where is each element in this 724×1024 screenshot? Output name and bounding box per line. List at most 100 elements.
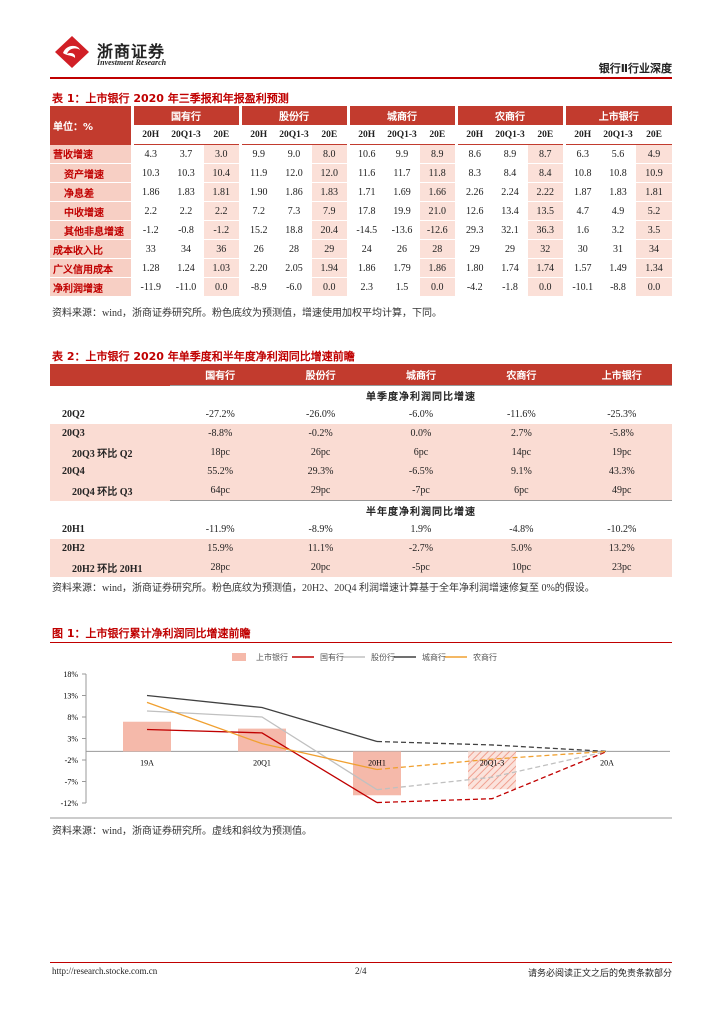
cell: 3.5: [636, 220, 673, 240]
cell: 10.6: [346, 144, 384, 164]
footer-rule: [50, 962, 672, 963]
cell: 10.3: [168, 163, 204, 183]
cell: -5pc: [370, 558, 472, 577]
cell: -27.2%: [205, 409, 235, 420]
line: [376, 750, 608, 804]
cell: -4.8%: [509, 524, 534, 535]
cell: 26: [238, 239, 276, 259]
cell: 7.2: [238, 201, 276, 221]
cell: -4.2: [454, 277, 492, 297]
cell: 29: [312, 239, 348, 259]
cell: 1.49: [600, 258, 636, 278]
cell: 15.9%: [170, 539, 271, 558]
y-tick-label: 8%: [67, 713, 78, 722]
cell: 2.2: [204, 201, 240, 221]
cell: 19pc: [571, 443, 672, 462]
cell: -2.7%: [370, 539, 472, 558]
header-cell: [50, 364, 170, 386]
section-heading: 半年度净利润同比增速: [170, 500, 672, 520]
figure-title: 图 1：上市银行累计净利润同比增速前瞻: [52, 627, 251, 640]
table-row: 净息差 1.86 1.83 1.81 1.90 1.86 1.83 1.71 1.69 1.66 2…: [50, 182, 673, 202]
cell: 10.8: [562, 163, 600, 183]
cell: 10.3: [130, 163, 168, 183]
cell: 1.74: [528, 258, 564, 278]
cell: 4.9: [636, 144, 673, 164]
table-row: 中收增速 2.2 2.2 2.2 7.2 7.3 7.9 17.8 19.9 21.0 12.6 13…: [50, 201, 673, 221]
logo-en: Investment Research: [97, 58, 167, 67]
cell: -11.0: [168, 277, 204, 297]
cell: 0.0: [312, 277, 348, 297]
footer-url: http://research.stocke.com.cn: [52, 966, 158, 976]
row-label: 中收增速: [50, 201, 132, 221]
y-tick-label: -7%: [65, 778, 79, 787]
cell: 28: [420, 239, 456, 259]
sub-header: 20E: [312, 125, 348, 145]
page-number: 2/4: [355, 966, 367, 976]
header-row: 20H 20Q1-3 20E 20H 20Q1-3 20E 20H 20Q1-3 20E 20H 2…: [50, 125, 673, 145]
cell: 36.3: [528, 220, 564, 240]
cell: 0.0: [636, 277, 673, 297]
cell: 1.5: [384, 277, 420, 297]
cell: 8.9: [420, 144, 456, 164]
sub-header: 20Q1-3: [600, 125, 636, 145]
sub-header: 20E: [420, 125, 456, 145]
cell: 1.71: [346, 182, 384, 202]
column-header: 城商行: [370, 364, 472, 386]
cell: 18.8: [276, 220, 312, 240]
legend-label: 农商行: [473, 652, 497, 662]
cell: 43.3%: [571, 462, 672, 481]
cell: 2.22: [528, 182, 564, 202]
line: [146, 694, 378, 743]
table-row: 20H1 -11.9% -8.9% 1.9% -4.8% -10.2%: [50, 520, 672, 539]
x-tick-label: 20A: [600, 758, 614, 767]
cell: 30: [562, 239, 600, 259]
logo-shape: [55, 36, 89, 68]
cell: 4.3: [130, 144, 168, 164]
cell: 8.9: [492, 144, 528, 164]
cell: -11.6%: [506, 409, 536, 420]
table-row: 20Q3 环比 Q2 18pc 26pc 6pc 14pc 19pc: [50, 443, 672, 462]
cell: 0.0: [420, 277, 456, 297]
cell: 29.3%: [270, 462, 371, 481]
cell: 1.87: [562, 182, 600, 202]
cell: -11.9%: [205, 524, 235, 535]
line: [146, 701, 378, 771]
cell: 9.9: [238, 144, 276, 164]
cell: 7.9: [312, 201, 348, 221]
cell: 10.9: [636, 163, 673, 183]
cell: 10pc: [471, 558, 572, 577]
row-label: 净利润增速: [50, 277, 132, 297]
row-label: 资产增速: [50, 163, 132, 183]
cell: 1.81: [636, 182, 673, 202]
cell: 1.86: [130, 182, 168, 202]
table-row: 20Q3 -8.8% -0.2% 0.0% 2.7% -5.8%: [50, 424, 672, 443]
sub-header: 20E: [636, 125, 673, 145]
cell: 19.9: [384, 201, 420, 221]
row-label: 其他非息增速: [50, 220, 132, 240]
bar: [468, 751, 516, 790]
cell: 36: [204, 239, 240, 259]
cell: 8.7: [528, 144, 564, 164]
x-tick-label: 20Q1-3: [480, 758, 504, 767]
cell: 55.2%: [170, 462, 271, 481]
table-row: 其他非息增速 -1.2 -0.8 -1.2 15.2 18.8 20.4 -14.5 -13.6…: [50, 220, 673, 240]
cell: 2.2: [168, 201, 204, 221]
cell: 5.0%: [471, 539, 572, 558]
table-title: 表 1：上市银行 2020 年三季报和年报盈利预测: [52, 92, 289, 105]
cell: 1.66: [420, 182, 456, 202]
section-row: 半年度净利润同比增速: [50, 500, 672, 520]
cell: 10.8: [600, 163, 636, 183]
cell: -13.6: [384, 220, 420, 240]
cell: 9.0: [276, 144, 312, 164]
cell: -1.2: [204, 220, 240, 240]
cell: -10.1: [562, 277, 600, 297]
group-header: 股份行: [238, 106, 348, 125]
cell: 1.24: [168, 258, 204, 278]
cell: -6.5%: [370, 462, 472, 481]
cell: 6pc: [370, 443, 472, 462]
cell: 8.4: [528, 163, 564, 183]
source-note: 资料来源：wind，浙商证券研究所。虚线和斜纹为预测值。: [52, 826, 312, 837]
row-label: 成本收入比: [50, 239, 132, 259]
cell: 1.94: [312, 258, 348, 278]
